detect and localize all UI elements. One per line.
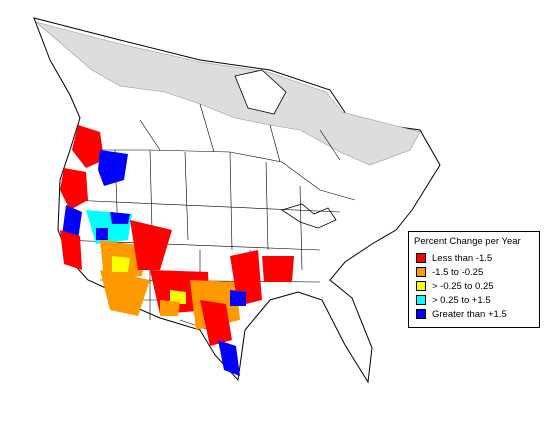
legend-swatch-less-than-neg-1-5 <box>416 253 426 263</box>
legend-label: Greater than +1.5 <box>432 308 507 320</box>
trend-patches <box>60 125 294 376</box>
legend-swatch-neg-1-5-to-neg-0-25 <box>416 267 426 277</box>
legend-item: Less than -1.5 <box>416 252 492 264</box>
legend-label: > -0.25 to 0.25 <box>432 280 494 292</box>
legend-item: Greater than +1.5 <box>416 308 507 320</box>
no-data-region <box>35 21 421 166</box>
legend-label: -1.5 to -0.25 <box>432 266 484 278</box>
legend-label: > 0.25 to +1.5 <box>432 294 491 306</box>
legend-label: Less than -1.5 <box>432 252 493 264</box>
legend: Percent Change per Year Less than -1.5 -… <box>408 231 540 328</box>
legend-item: -1.5 to -0.25 <box>416 266 483 278</box>
legend-swatch-greater-than-1-5 <box>416 309 426 319</box>
legend-swatch-0-25-to-1-5 <box>416 295 426 305</box>
legend-title: Percent Change per Year <box>414 236 521 247</box>
legend-item: > 0.25 to +1.5 <box>416 294 491 306</box>
legend-item: > -0.25 to 0.25 <box>416 280 494 292</box>
hudson-bay <box>234 69 287 115</box>
legend-swatch-neg-0-25-to-0-25 <box>416 281 426 291</box>
